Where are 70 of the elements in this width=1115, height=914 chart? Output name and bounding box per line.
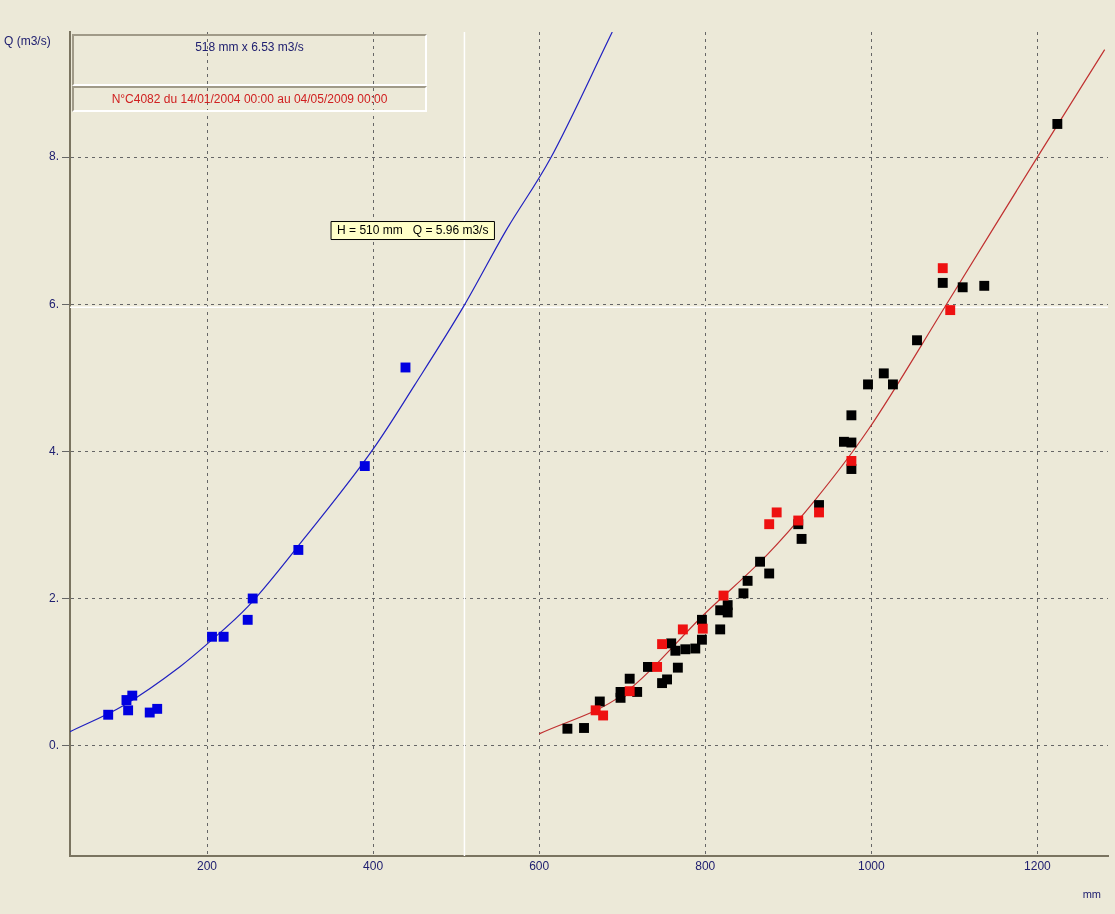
point [846,410,857,421]
x-tick-label: 600 [529,858,550,873]
point [957,282,968,293]
y-axis-title: Q (m3/s) [4,34,51,48]
point [657,639,668,650]
ref-line-label: H = 510 mm Q = 5.96 m3/s [337,222,489,237]
point [103,709,114,720]
x-axis-title: mm [1082,888,1101,900]
y-tick-label: 6. [48,296,59,311]
point [771,507,782,518]
point [696,634,707,645]
annotation: N°C4082 du 14/01/2004 00:00 au 04/05/2009 00:00 [72,86,427,112]
point [652,661,663,672]
point [152,703,163,714]
line-series [538,49,1106,735]
point [814,507,824,518]
y-tick-label: 2. [48,590,59,605]
point [793,515,804,526]
annotation: 518 mm x 6.53 m3/s [72,34,427,86]
point [598,710,609,721]
point [127,690,138,701]
line-series [70,32,613,733]
point [738,588,749,599]
point [624,686,635,697]
x-tick-label: 800 [695,858,716,873]
point [624,673,635,684]
point [742,575,753,586]
point [662,674,673,685]
point [887,379,898,390]
point [247,593,258,604]
point [878,368,889,379]
x-tick-label: 200 [197,858,218,873]
point [680,644,691,655]
point [670,645,681,656]
point [796,533,807,544]
point [755,556,766,567]
point [937,263,948,274]
point [218,631,229,642]
point [643,661,653,672]
point [697,623,708,634]
y-tick-label: 8. [48,149,59,164]
point [123,705,134,716]
point [764,568,775,579]
point [242,614,253,625]
point [718,590,729,601]
point [846,437,857,448]
y-tick-label: 4. [48,443,59,458]
point [615,692,626,703]
point [696,614,707,625]
point [562,723,573,734]
point [1052,119,1063,129]
point [722,600,733,611]
point [715,624,726,635]
point [293,544,304,555]
point [846,455,857,466]
point [207,631,217,642]
point [937,277,948,288]
point [945,305,956,316]
point [912,335,922,346]
point [677,624,688,635]
point [863,379,873,390]
point [672,662,683,673]
x-tick-label: 1000 [857,858,886,873]
x-tick-label: 1200 [1024,858,1052,873]
y-tick-label: 0. [48,737,59,752]
point [579,723,589,733]
x-tick-label: 400 [363,858,384,873]
point [359,461,370,472]
point [979,280,990,291]
point [764,519,775,530]
